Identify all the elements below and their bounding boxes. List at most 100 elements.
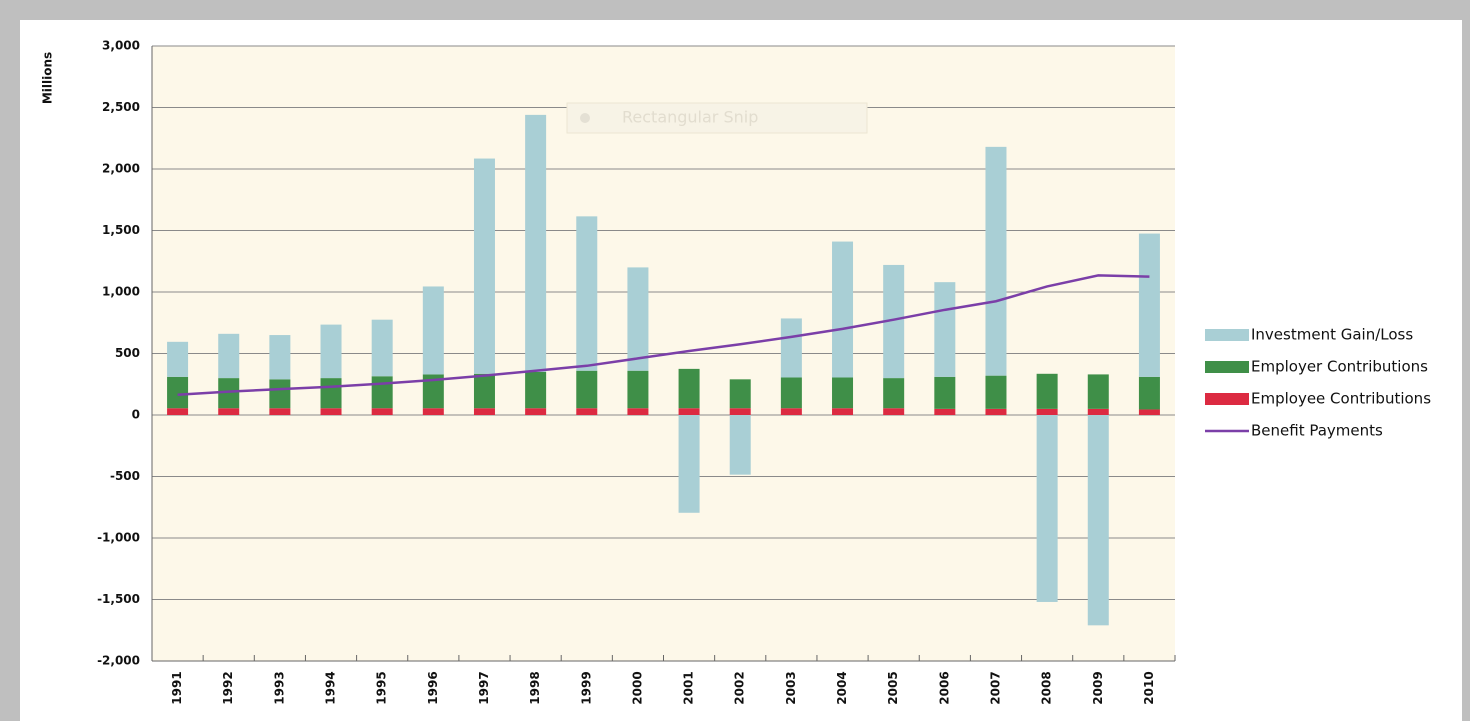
- bar: [422, 286, 444, 375]
- bar: [1087, 374, 1109, 409]
- bar: [985, 375, 1007, 409]
- x-tick-label: 1998: [528, 671, 542, 704]
- bar: [422, 408, 444, 415]
- bar: [678, 368, 700, 409]
- bar: [167, 341, 189, 377]
- x-tick-label: 2010: [1142, 671, 1156, 704]
- x-tick-label: 2007: [988, 671, 1002, 704]
- bar: [525, 371, 547, 409]
- y-tick-label: -1,500: [97, 592, 140, 606]
- y-tick-label: 2,000: [102, 162, 140, 176]
- bar: [269, 335, 291, 380]
- bar: [167, 376, 189, 409]
- bar: [576, 408, 598, 415]
- y-tick-label: -500: [110, 469, 140, 483]
- bar: [1036, 373, 1058, 409]
- bar: [985, 408, 1007, 415]
- overlay-icon: [580, 113, 590, 123]
- bar: [218, 408, 240, 415]
- overlay-box: [566, 102, 868, 134]
- bar: [678, 408, 700, 415]
- bar: [320, 378, 342, 409]
- x-tick-label: 1999: [579, 671, 593, 704]
- x-tick-label: 2005: [886, 671, 900, 704]
- y-axis-label: Millions: [41, 52, 55, 104]
- bar: [1087, 415, 1109, 626]
- bar: [269, 408, 291, 415]
- x-tick-label: 1994: [324, 671, 338, 704]
- x-tick-label: 2000: [630, 671, 644, 704]
- bar: [627, 370, 649, 409]
- bar: [832, 241, 854, 378]
- bar: [729, 408, 751, 415]
- bar: [473, 373, 495, 409]
- bar: [576, 370, 598, 409]
- bar: [269, 379, 291, 409]
- bar: [320, 324, 342, 379]
- bar: [729, 415, 751, 475]
- legend-swatch: [1205, 393, 1249, 405]
- x-tick-label: 1992: [221, 671, 235, 704]
- bar: [1087, 408, 1109, 415]
- legend-label: Investment Gain/Loss: [1251, 326, 1413, 344]
- y-tick-label: -1,000: [97, 531, 140, 545]
- bar: [576, 216, 598, 371]
- bar: [371, 408, 393, 415]
- bar: [473, 158, 495, 374]
- y-tick-label: 500: [115, 346, 140, 360]
- x-tick-label: 2006: [937, 671, 951, 704]
- y-tick-label: 1,000: [102, 285, 140, 299]
- bar: [934, 376, 956, 409]
- bar: [218, 333, 240, 379]
- y-tick-label: 3,000: [102, 39, 140, 53]
- bar: [1036, 408, 1058, 415]
- bar: [1036, 415, 1058, 602]
- x-tick-label: 2009: [1091, 671, 1105, 704]
- legend-label: Benefit Payments: [1251, 422, 1383, 440]
- bar: [1138, 233, 1160, 377]
- bar: [985, 146, 1007, 376]
- y-tick-label: -2,000: [97, 654, 140, 668]
- bar: [218, 378, 240, 409]
- bar: [320, 408, 342, 415]
- x-tick-label: 1996: [426, 671, 440, 704]
- bar: [473, 408, 495, 415]
- legend-label: Employer Contributions: [1251, 358, 1428, 376]
- bar: [883, 408, 905, 415]
- x-tick-label: 1991: [170, 671, 184, 704]
- x-tick-label: 1993: [272, 671, 286, 704]
- x-tick-label: 2004: [835, 671, 849, 704]
- bar: [627, 408, 649, 415]
- legend-swatch: [1205, 329, 1249, 341]
- bar: [780, 408, 802, 415]
- bar: [832, 377, 854, 409]
- bar: [627, 267, 649, 371]
- bar: [883, 264, 905, 379]
- bar: [525, 114, 547, 372]
- x-tick-label: 2002: [733, 671, 747, 704]
- bar: [525, 408, 547, 415]
- x-tick-label: 2001: [682, 671, 696, 704]
- x-tick-label: 2003: [784, 671, 798, 704]
- bar: [422, 374, 444, 409]
- y-tick-label: 2,500: [102, 100, 140, 114]
- bar: [934, 408, 956, 415]
- overlay-text: Rectangular Snip: [622, 108, 758, 127]
- legend-swatch: [1205, 361, 1249, 373]
- x-tick-label: 2008: [1040, 671, 1054, 704]
- bar: [1138, 376, 1160, 410]
- bar: [167, 408, 189, 415]
- line-series: [177, 274, 1150, 396]
- snip-overlay: Rectangular Snip: [566, 102, 868, 134]
- bar: [780, 377, 802, 409]
- bar: [934, 282, 956, 377]
- x-tick-label: 1995: [375, 671, 389, 704]
- bar: [883, 378, 905, 409]
- bar: [371, 319, 393, 377]
- bar: [1138, 409, 1160, 415]
- bar: [729, 379, 751, 409]
- legend-label: Employee Contributions: [1251, 390, 1431, 408]
- bar: [780, 318, 802, 378]
